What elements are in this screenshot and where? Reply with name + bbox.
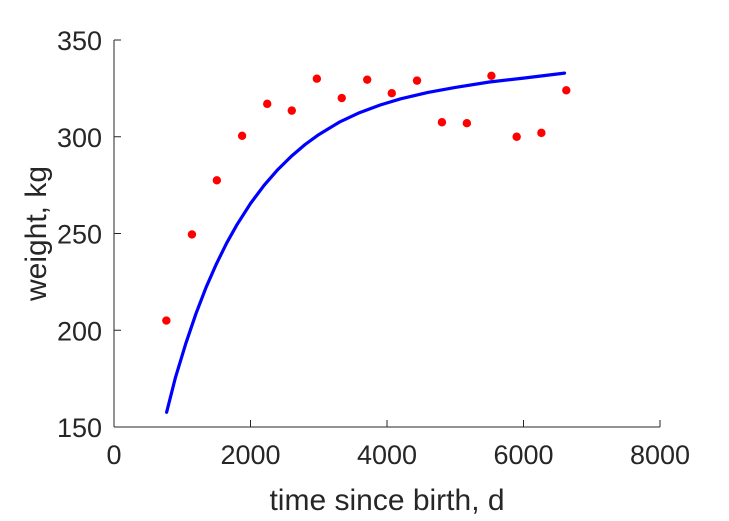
series-layer — [162, 71, 571, 414]
y-tick-label: 300 — [57, 123, 102, 153]
y-tick-label: 250 — [57, 220, 102, 250]
data-point — [287, 106, 296, 115]
x-tick-label: 2000 — [220, 440, 280, 470]
y-tick-label: 150 — [57, 413, 102, 443]
data-point — [512, 132, 521, 141]
data-point — [212, 176, 222, 185]
data-point — [237, 131, 247, 140]
y-tick-label: 200 — [57, 316, 102, 346]
y-tick-label: 350 — [57, 26, 102, 56]
data-point — [562, 86, 571, 95]
x-tick-label: 8000 — [630, 440, 690, 470]
data-point — [337, 93, 346, 103]
data-point — [387, 89, 396, 98]
x-tick-label: 4000 — [357, 440, 417, 470]
data-point — [187, 230, 197, 239]
data-point — [537, 128, 546, 138]
x-axis-label: time since birth, d — [269, 484, 504, 517]
x-tick-label: 6000 — [493, 440, 553, 470]
data-point — [162, 316, 171, 325]
data-point — [412, 76, 422, 85]
data-point — [363, 75, 372, 84]
data-point — [487, 71, 496, 80]
x-tick-label: 0 — [106, 440, 121, 470]
y-axis-label: weight, kg — [20, 166, 53, 302]
y-ticks: 150 200 250 300 350 — [57, 26, 121, 443]
data-point — [312, 74, 322, 83]
data-point — [263, 99, 272, 109]
data-point — [437, 118, 447, 127]
x-ticks: 0 2000 4000 6000 8000 — [106, 420, 690, 470]
data-point — [462, 119, 472, 128]
fit-curve-line — [165, 71, 567, 414]
